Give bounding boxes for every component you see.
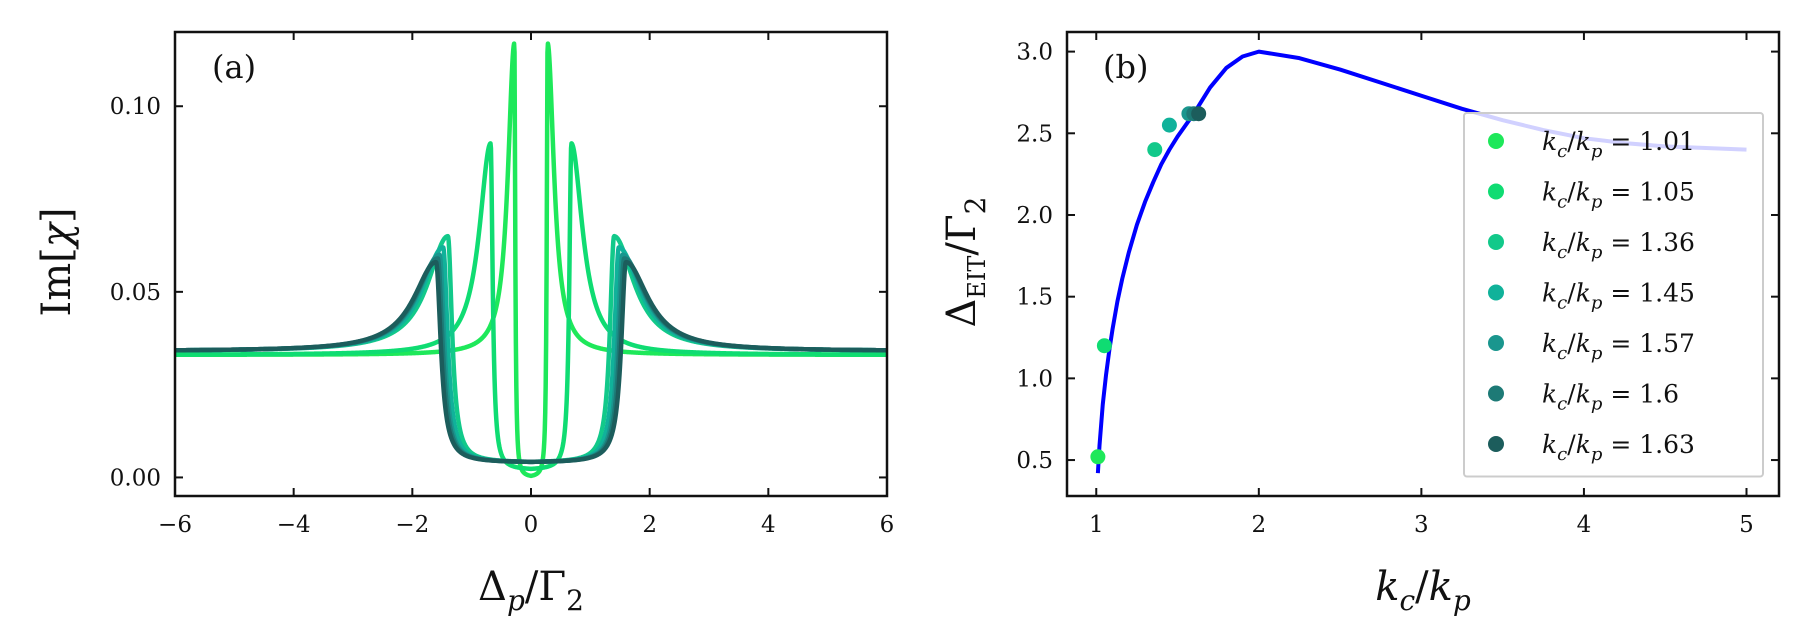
- panel-a-frame: [173, 30, 889, 498]
- panel-b-xlabel: kc/kp: [1375, 564, 1471, 617]
- panel-a-series-line: [175, 141, 887, 472]
- a-ytick-label: 0.05: [110, 280, 161, 306]
- panel-a-series-line: [175, 259, 887, 465]
- legend-value: 1.01: [1639, 127, 1695, 156]
- legend-entry: kc/kp = 1.36: [1542, 228, 1695, 263]
- panel-a-series-line: [175, 256, 887, 465]
- b-ytick-label: 1.5: [1016, 285, 1053, 311]
- panel-b-point: [1161, 117, 1177, 133]
- legend-value: 1.05: [1639, 178, 1695, 207]
- panel-b-points: [1090, 106, 1207, 465]
- legend-entry: kc/kp = 1.6: [1542, 380, 1679, 415]
- b-ytick-label: 0.5: [1016, 448, 1053, 474]
- b-ytick-label: 1.0: [1016, 366, 1053, 392]
- legend-entry: kc/kp = 1.01: [1542, 127, 1695, 162]
- legend-entry: kc/kp = 1.63: [1542, 430, 1695, 465]
- panel-b-point: [1191, 106, 1207, 122]
- b-ytick-label: 2.0: [1016, 203, 1053, 229]
- legend-box: [1463, 112, 1764, 478]
- legend-marker: [1488, 234, 1504, 250]
- panel-a-curves: [175, 41, 887, 479]
- a-ytick-label: 0.10: [110, 94, 161, 120]
- legend-marker: [1488, 183, 1504, 200]
- legend-entry: kc/kp = 1.45: [1542, 279, 1695, 314]
- legend-value: 1.57: [1639, 329, 1695, 358]
- legend-marker: [1488, 133, 1504, 149]
- legend-value: 1.36: [1639, 228, 1695, 257]
- b-ytick-label: 2.5: [1016, 121, 1053, 147]
- b-xtick-label: 2: [1251, 512, 1266, 538]
- panel-a-label: (a): [212, 48, 256, 86]
- a-xtick-label: 2: [642, 512, 657, 538]
- panel-a-ticks: −6 −4 −2 0 2 4 6 0.00 0.05 0.10: [110, 32, 895, 538]
- panel-b-point: [1090, 449, 1106, 465]
- legend-entry: kc/kp = 1.57: [1542, 329, 1695, 364]
- panel-a-series-line: [175, 252, 887, 465]
- panel-b-label: (b): [1103, 48, 1148, 86]
- legend-value: 1.63: [1639, 430, 1695, 459]
- panel-b-ticks: 1 2 3 4 5 0.5 1.0 1.5 2.0 2.5 3.0: [1016, 32, 1779, 538]
- panel-b-point: [1147, 142, 1163, 158]
- b-xtick-label: 4: [1577, 512, 1592, 538]
- a-xtick-label: −6: [158, 512, 192, 538]
- legend-value: 1.45: [1639, 279, 1695, 308]
- b-xtick-label: 3: [1414, 512, 1429, 538]
- a-xtick-label: 6: [880, 512, 895, 538]
- panel-b-point: [1096, 338, 1112, 354]
- b-ytick-label: 3.0: [1016, 40, 1053, 66]
- legend-marker: [1488, 385, 1504, 402]
- panel-b-ylabel: ΔEIT/Γ2: [939, 197, 992, 328]
- panel-a: −6 −4 −2 0 2 4 6 0.00 0.05 0.10 (a) Δp/Γ2 Im[χ]: [34, 30, 895, 617]
- b-xtick-label: 5: [1739, 512, 1754, 538]
- a-ytick-label: 0.00: [110, 465, 161, 491]
- legend-value: 1.6: [1639, 380, 1679, 409]
- panel-a-series-line: [175, 41, 887, 479]
- legend-marker: [1488, 436, 1504, 452]
- a-xtick-label: −4: [277, 512, 311, 538]
- b-xtick-label: 1: [1089, 512, 1104, 538]
- panel-a-xlabel: Δp/Γ2: [478, 564, 584, 617]
- legend-marker: [1488, 335, 1504, 351]
- legend-entry: kc/kp = 1.05: [1542, 178, 1695, 213]
- a-xtick-label: −2: [395, 512, 429, 538]
- panel-b-legend: kc/kp = 1.01 kc/kp = 1.05 kc/kp = 1.36 kc/k…: [1463, 112, 1764, 478]
- panel-b: 1 2 3 4 5 0.5 1.0 1.5 2.0 2.5 3.0 (b) kc/kp ΔEIT/Γ…: [939, 30, 1781, 617]
- panel-b-frame: [1065, 30, 1781, 498]
- a-xtick-label: 4: [761, 512, 776, 538]
- legend-marker: [1488, 284, 1504, 301]
- panel-a-ylabel: Im[χ]: [34, 207, 80, 316]
- a-xtick-label: 0: [524, 512, 539, 538]
